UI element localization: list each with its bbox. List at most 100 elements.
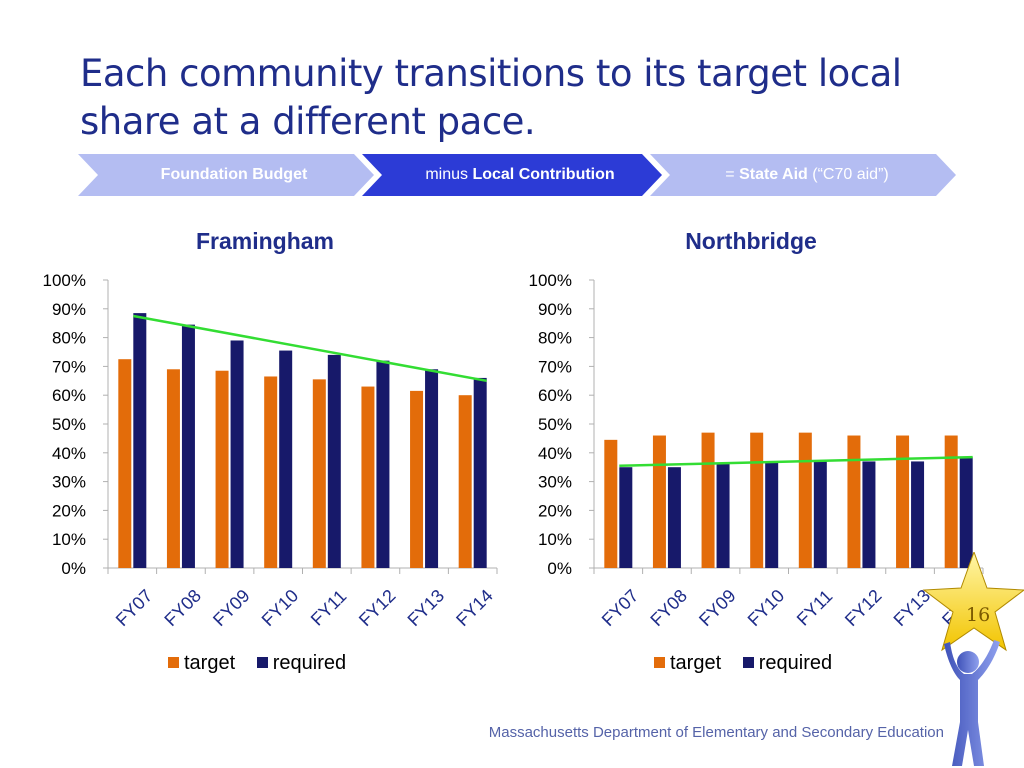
legend-label-required: required <box>272 652 347 674</box>
y-tick-label: 10% <box>52 530 86 549</box>
legend-swatch-target <box>654 657 665 668</box>
legend-swatch-required <box>742 657 754 668</box>
bar-required-fy10 <box>765 462 779 568</box>
bar-required-fy13 <box>911 461 925 568</box>
bar-target-fy10 <box>264 376 278 568</box>
y-tick-label: 0% <box>547 559 572 578</box>
bar-target-fy11 <box>312 379 326 568</box>
bar-target-fy08 <box>166 369 180 568</box>
y-tick-label: 50% <box>538 415 572 434</box>
x-tick-label: FY08 <box>160 585 205 630</box>
x-tick-label: FY13 <box>404 585 449 630</box>
y-tick-label: 70% <box>538 357 572 376</box>
bar-required-fy08 <box>181 324 195 568</box>
bar-target-fy14 <box>458 395 472 568</box>
slide-title-line1: Each community transitions to its target… <box>80 52 902 95</box>
legend-item-target: target <box>168 652 235 674</box>
x-tick-label: FY10 <box>744 585 789 630</box>
legend-swatch-required <box>256 657 268 668</box>
trendline-required <box>133 314 487 383</box>
legend-framingham: target required <box>168 652 362 675</box>
y-tick-label: 20% <box>538 501 572 520</box>
process-step-local-contribution: minus Local Contribution <box>362 154 662 196</box>
bar-target-fy07 <box>118 359 132 568</box>
trendline-required <box>619 455 973 468</box>
x-tick-label: FY11 <box>307 586 351 630</box>
chart-title-framingham: Framingham <box>195 228 335 254</box>
process-step-foundation-budget: Foundation Budget <box>78 154 374 196</box>
bar-target-fy14 <box>944 435 958 568</box>
y-tick-label: 80% <box>538 329 572 348</box>
bar-target-fy08 <box>652 435 666 568</box>
process-step-1-label: Foundation Budget <box>160 166 308 183</box>
bar-required-fy11 <box>813 460 827 568</box>
y-tick-label: 100% <box>43 271 86 290</box>
bar-required-fy10 <box>279 350 293 568</box>
x-tick-label: FY09 <box>695 585 740 630</box>
y-tick-label: 70% <box>52 357 86 376</box>
y-tick-label: 0% <box>61 559 86 578</box>
legend-item-required: required <box>256 652 347 674</box>
x-tick-label: FY09 <box>209 585 254 630</box>
bar-required-fy12 <box>376 360 390 568</box>
bar-target-fy12 <box>847 435 861 568</box>
bar-required-fy11 <box>327 354 341 568</box>
chart-northbridge: 0%10%20%30%40%50%60%70%80%90%100%FY07 FY0… <box>529 271 984 630</box>
bar-target-fy13 <box>896 435 910 568</box>
bar-target-fy09 <box>701 432 715 568</box>
bar-required-fy07 <box>133 313 147 568</box>
process-step-2-label: minus Local Contribution <box>370 154 670 196</box>
process-step-3-bold: State Aid <box>739 166 808 183</box>
y-tick-label: 50% <box>52 415 86 434</box>
y-tick-label: 100% <box>529 271 572 290</box>
process-flow: Foundation Budget minus Local Contributi… <box>78 154 956 196</box>
bar-required-fy13 <box>425 369 439 568</box>
bar-required-fy08 <box>667 467 681 568</box>
legend-swatch-target <box>168 657 179 668</box>
legend-label-required: required <box>758 652 833 674</box>
slide-title: Each community transitions to its target… <box>80 50 960 146</box>
x-tick-label: FY10 <box>258 585 303 630</box>
process-step-3-label: = State Aid (“C70 aid”) <box>654 154 960 196</box>
y-tick-label: 20% <box>52 501 86 520</box>
bar-required-fy14 <box>959 457 973 568</box>
process-step-state-aid: = State Aid (“C70 aid”) <box>650 154 956 196</box>
legend-item-required: required <box>742 652 833 674</box>
bar-target-fy12 <box>361 386 375 568</box>
bar-required-fy09 <box>716 462 730 568</box>
chart-title-northbridge: Northbridge <box>685 228 817 254</box>
process-step-3-suffix: (“C70 aid”) <box>807 166 889 183</box>
x-tick-label: FY07 <box>112 585 157 630</box>
bar-target-fy09 <box>215 370 229 568</box>
y-tick-label: 40% <box>52 444 86 463</box>
slide-title-line2: share at a different pace. <box>80 100 536 143</box>
bar-target-fy07 <box>604 439 618 568</box>
legend-label-target: target <box>184 652 236 674</box>
y-tick-label: 40% <box>538 444 572 463</box>
bar-required-fy14 <box>473 377 487 568</box>
y-tick-label: 60% <box>52 386 86 405</box>
y-tick-label: 30% <box>538 473 572 492</box>
x-tick-label: FY07 <box>598 585 643 630</box>
x-tick-label: FY12 <box>841 585 886 630</box>
y-tick-label: 10% <box>538 530 572 549</box>
footer-organization: Massachusetts Department of Elementary a… <box>488 724 944 741</box>
page-number: 16 <box>966 604 991 626</box>
legend-northbridge: target required <box>654 652 848 675</box>
star-figure-icon <box>922 552 1024 766</box>
bar-target-fy11 <box>798 432 812 568</box>
bar-required-fy09 <box>230 340 244 568</box>
process-step-3-prefix: = <box>725 166 740 183</box>
y-tick-label: 60% <box>538 386 572 405</box>
x-tick-label: FY12 <box>355 585 400 630</box>
bar-target-fy13 <box>410 390 424 568</box>
y-tick-label: 80% <box>52 329 86 348</box>
y-tick-label: 30% <box>52 473 86 492</box>
legend-item-target: target <box>654 652 721 674</box>
bar-target-fy10 <box>750 432 764 568</box>
x-tick-label: FY11 <box>793 586 837 630</box>
process-step-2-bold: Local Contribution <box>472 166 615 183</box>
bar-required-fy07 <box>619 467 633 568</box>
x-tick-label: FY08 <box>646 585 691 630</box>
legend-label-target: target <box>670 652 722 674</box>
